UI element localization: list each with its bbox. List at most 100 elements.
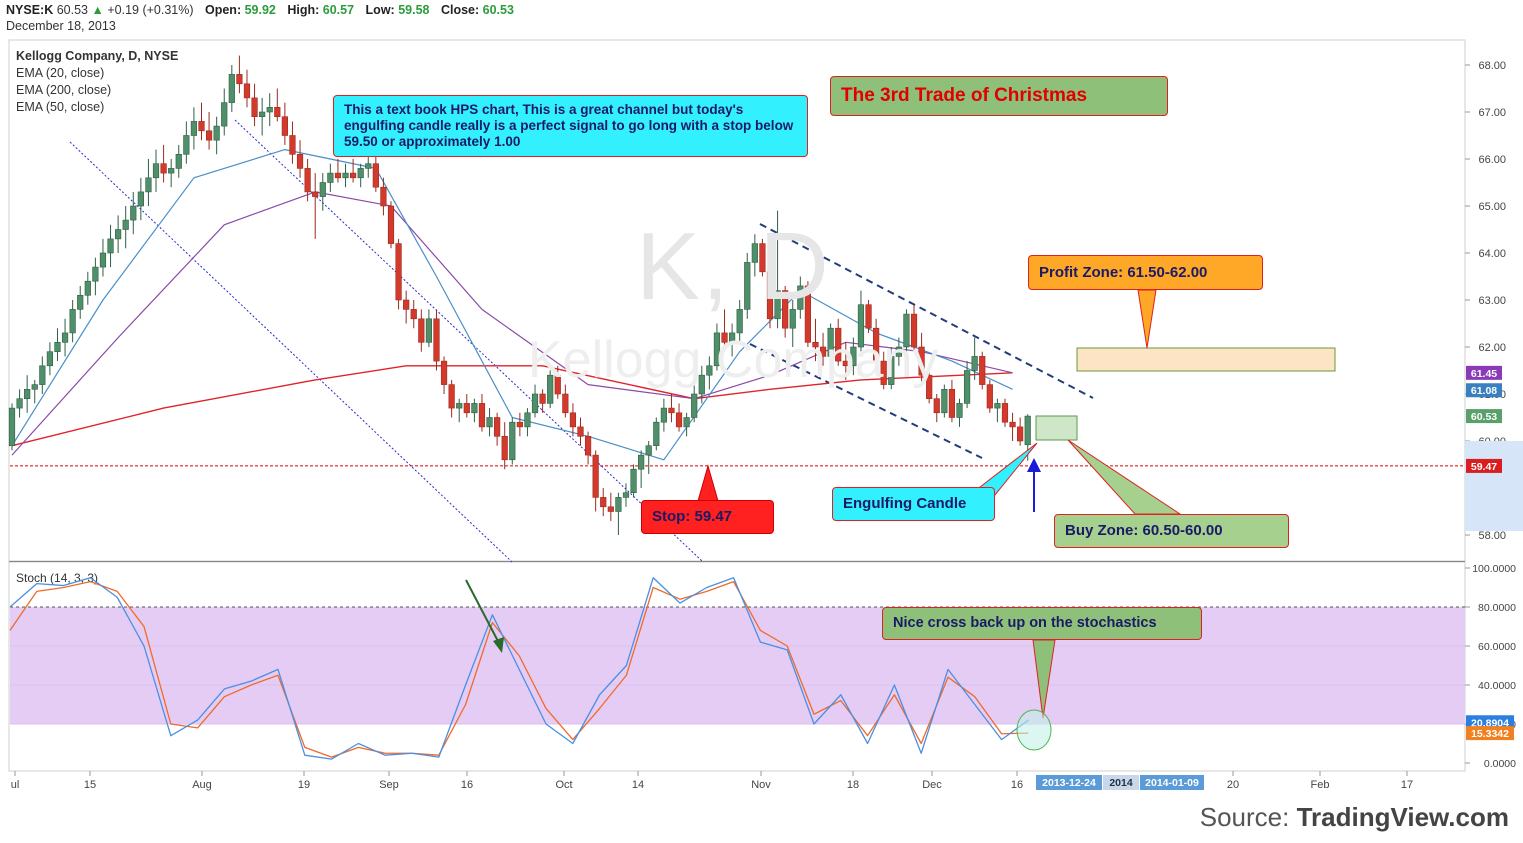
candle-down bbox=[296, 154, 304, 169]
stop-callout: Stop: 59.47 bbox=[641, 500, 774, 534]
candle-up bbox=[486, 417, 493, 428]
candle-up bbox=[77, 294, 84, 310]
candle-up bbox=[524, 412, 531, 428]
price-label-tag bbox=[1466, 365, 1502, 380]
candle-up bbox=[1024, 415, 1031, 446]
candle-up bbox=[39, 365, 46, 385]
time-tick-label: 14 bbox=[632, 779, 644, 791]
candle-up bbox=[137, 191, 144, 207]
candle-up bbox=[903, 313, 910, 348]
candle-down bbox=[819, 346, 827, 357]
candle-up bbox=[107, 238, 114, 254]
candle-down bbox=[349, 172, 357, 179]
candle-down bbox=[380, 186, 387, 207]
time-highlight-tag bbox=[1103, 775, 1139, 790]
time-tick-label: ul bbox=[11, 779, 20, 791]
candle-down bbox=[312, 191, 319, 197]
candle-down bbox=[494, 417, 501, 437]
candle-down bbox=[304, 168, 311, 193]
candle-up bbox=[691, 393, 698, 418]
legend-ema20[interactable]: EMA (20, close) bbox=[16, 66, 105, 80]
candle-up bbox=[122, 219, 129, 230]
candle-up bbox=[145, 177, 152, 193]
profit-zone-box bbox=[1076, 347, 1336, 372]
candle-down bbox=[607, 506, 614, 512]
stoch-d-line bbox=[9, 581, 1029, 758]
candle-down bbox=[395, 243, 402, 301]
candle-down bbox=[835, 327, 842, 362]
candle-up bbox=[531, 393, 539, 414]
chart-date: December 18, 2013 bbox=[6, 19, 116, 33]
candle-up bbox=[941, 388, 948, 414]
buy-zone-box bbox=[1035, 415, 1078, 441]
source-credit: Source: TradingView.com bbox=[1200, 802, 1509, 833]
stoch-tick-label: 40.0000 bbox=[1478, 680, 1516, 692]
candle-down bbox=[501, 435, 508, 461]
candles bbox=[8, 55, 1031, 535]
candle-down bbox=[569, 412, 577, 428]
stoch-tick-label: 100.0000 bbox=[1472, 563, 1516, 575]
stoch-note-pointer bbox=[1032, 639, 1056, 719]
time-tick-label: 20 bbox=[1227, 779, 1239, 791]
candle-down bbox=[577, 426, 584, 437]
stoch-label-text: 15.3342 bbox=[1471, 728, 1509, 740]
stoch-tick-label: 60.0000 bbox=[1478, 641, 1516, 653]
legend-ema50[interactable]: EMA (50, close) bbox=[16, 100, 105, 114]
candle-up bbox=[509, 421, 516, 461]
close-label: Close: bbox=[440, 3, 480, 17]
candle-down bbox=[554, 374, 561, 395]
buy-zone-callout: Buy Zone: 60.50-60.00 bbox=[1054, 514, 1289, 548]
price-tick-label: 62.00 bbox=[1478, 342, 1506, 354]
candle-down bbox=[812, 341, 819, 348]
candle-up bbox=[994, 403, 1001, 409]
stoch-tick-label: 80.0000 bbox=[1478, 602, 1516, 614]
candle-down bbox=[918, 346, 925, 376]
candle-up bbox=[615, 497, 622, 512]
candle-down bbox=[910, 313, 918, 348]
source-brand[interactable]: TradingView.com bbox=[1296, 802, 1509, 832]
candle-up bbox=[54, 341, 61, 352]
price-tick-label: 64.00 bbox=[1478, 248, 1506, 260]
candle-down bbox=[251, 97, 258, 118]
candle-down bbox=[205, 130, 213, 141]
candle-up bbox=[190, 121, 198, 136]
down-channel-upper bbox=[759, 223, 1094, 399]
candle-down bbox=[539, 393, 546, 404]
candle-down bbox=[804, 285, 811, 343]
low-value: 59.58 bbox=[398, 3, 430, 17]
candle-down bbox=[1017, 426, 1024, 442]
candle-up bbox=[660, 407, 667, 423]
candle-down bbox=[463, 403, 470, 414]
candle-up bbox=[183, 135, 190, 155]
legend-title[interactable]: Kellogg Company, D, NYSE bbox=[16, 49, 179, 63]
time-tick-label: 19 bbox=[298, 779, 310, 791]
candle-down bbox=[433, 318, 440, 362]
candle-down bbox=[584, 435, 592, 456]
symbol-header: NYSE:K 60.53 ▲ +0.19 (+0.31%) Open: 59.9… bbox=[6, 2, 514, 34]
buy-zone-pointer bbox=[1067, 439, 1182, 515]
candle-up bbox=[342, 172, 349, 179]
candle-up bbox=[683, 417, 690, 428]
candle-down bbox=[198, 121, 205, 132]
price-label-tag bbox=[1466, 409, 1502, 424]
candle-up bbox=[115, 229, 122, 240]
candle-up bbox=[84, 280, 91, 296]
candle-up bbox=[31, 384, 38, 390]
candle-down bbox=[600, 497, 607, 508]
time-tick-label: Nov bbox=[751, 779, 771, 791]
legend-ema200[interactable]: EMA (200, close) bbox=[16, 83, 112, 97]
time-highlight-tag bbox=[1140, 775, 1204, 790]
candle-up bbox=[24, 388, 31, 399]
candle-down bbox=[410, 309, 417, 320]
candle-down bbox=[865, 304, 872, 329]
candle-up bbox=[956, 403, 963, 418]
time-highlight-text: 2013-12-24 bbox=[1042, 777, 1096, 789]
time-highlight-tag bbox=[1036, 775, 1102, 790]
candle-down bbox=[403, 299, 410, 310]
trend-lines bbox=[69, 119, 1094, 563]
candle-up bbox=[895, 346, 902, 357]
candle-down bbox=[440, 360, 448, 385]
time-tick-label: Aug bbox=[192, 779, 212, 791]
candle-up bbox=[630, 468, 637, 494]
